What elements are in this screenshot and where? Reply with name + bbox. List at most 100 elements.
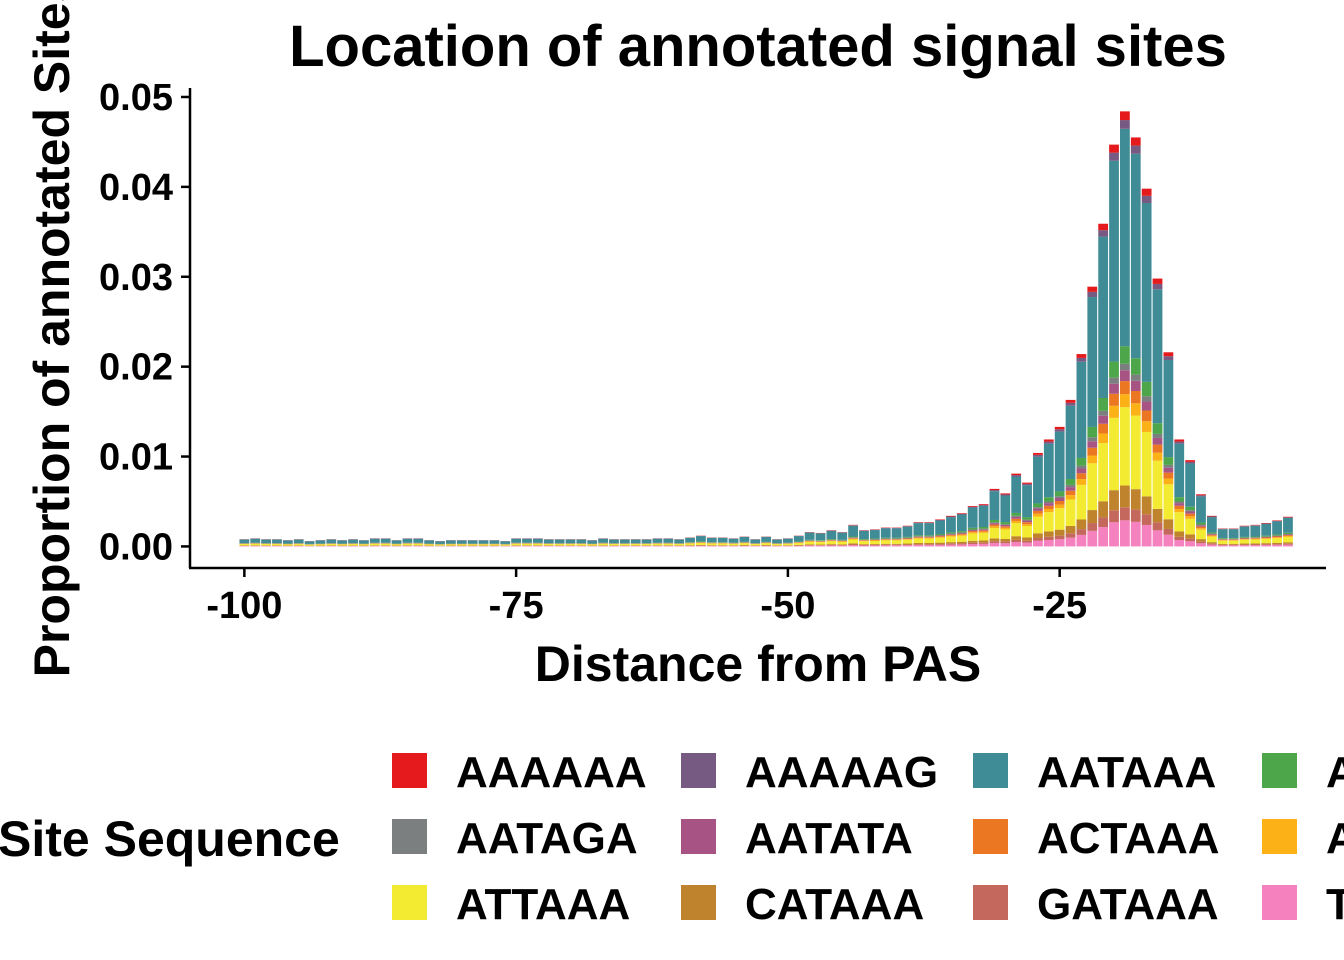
- bar-segment-aataaa: [913, 523, 924, 536]
- bar-segment-aagaaa: [1272, 537, 1282, 539]
- bar-segment-aatata: [989, 523, 1000, 525]
- legend-label-aagaaa: AAGAAA: [1326, 814, 1344, 863]
- bar-segment-cataaa: [902, 543, 913, 545]
- bar-segment-cataaa: [1261, 543, 1272, 545]
- bar-segment-agtaaa: [1228, 538, 1239, 539]
- bar-segment-aataaa: [1011, 476, 1022, 513]
- bar-segment-aaaaag: [978, 505, 989, 506]
- bar-segment-aatata: [1033, 508, 1043, 511]
- bar-segment-actaaa: [1054, 500, 1065, 505]
- bar-segment-aataaa: [696, 536, 706, 542]
- bar-segment-aataaa: [848, 525, 859, 537]
- bar-segment-attaaa: [1000, 529, 1011, 540]
- bar-segment-attaaa: [478, 544, 489, 546]
- bar-segment-aataaa: [250, 538, 261, 543]
- bar-segment-aaaaag: [1109, 152, 1119, 161]
- legend-swatch-aaaaaa: [392, 753, 427, 788]
- bar-segment-agtaaa: [804, 539, 815, 541]
- bar-segment-aataaa: [282, 540, 293, 544]
- bar-segment-actaaa: [1109, 393, 1119, 406]
- bar-segment-gataaa: [1185, 538, 1196, 542]
- bar-segment-attaaa: [869, 540, 880, 545]
- bar-segment-cataaa: [793, 544, 804, 546]
- bar-segment-tataaa: [685, 545, 695, 547]
- bar-segment-aataaa: [456, 540, 467, 544]
- bar-segment-actaaa: [1272, 536, 1282, 538]
- bar-segment-attaaa: [1261, 538, 1272, 544]
- bar-segment-cataaa: [1022, 537, 1032, 541]
- bar-segment-aaaaag: [956, 513, 967, 515]
- bar-segment-cataaa: [815, 544, 826, 546]
- bar-segment-gataaa: [1022, 540, 1032, 543]
- bar-segment-aataaa: [391, 540, 402, 544]
- bar-segment-attaaa: [1283, 536, 1293, 543]
- bar-segment-gataaa: [1239, 544, 1250, 546]
- bar-segment-cataaa: [826, 544, 837, 545]
- bar-segment-cataaa: [869, 544, 880, 545]
- bar-segment-gataaa: [1109, 510, 1119, 523]
- bar-segment-agtaaa: [1098, 397, 1109, 411]
- bar-segment-cataaa: [956, 541, 967, 544]
- bar-segment-agtaaa: [902, 536, 913, 538]
- bar-segment-aaaaaa: [1076, 354, 1087, 358]
- bar-segment-tataaa: [837, 545, 848, 547]
- bar-segment-aaaaag: [1174, 441, 1185, 444]
- bar-segment-aataaa: [739, 536, 750, 542]
- bar-segment-aagaaa: [1141, 421, 1152, 432]
- bar-segment-aaaaaa: [989, 488, 1000, 491]
- bar-segment-cataaa: [1185, 534, 1196, 539]
- bar-segment-attaaa: [793, 542, 804, 545]
- bar-segment-aataaa: [793, 536, 804, 542]
- bar-segment-cataaa: [1098, 501, 1109, 518]
- bar-segment-actaaa: [946, 534, 956, 536]
- bar-segment-actaaa: [1239, 538, 1250, 540]
- bar-segment-agtaaa: [1109, 361, 1119, 378]
- bar-segment-agtaaa: [1000, 522, 1011, 525]
- bar-segment-actaaa: [978, 530, 989, 532]
- bar-segment-agtaaa: [869, 538, 880, 540]
- bar-segment-gataaa: [1283, 543, 1293, 545]
- bar-segment-attaaa: [565, 544, 576, 546]
- bar-segment-actaaa: [1011, 518, 1022, 521]
- legend-label-aaaaag: AAAAAG: [745, 748, 938, 797]
- x-tick-label: -100: [206, 585, 282, 627]
- legend-label-tataaa: TATAAA: [1326, 880, 1344, 929]
- bar-segment-aataaa: [880, 528, 891, 538]
- bar-segment-aataaa: [337, 540, 348, 544]
- bar-segment-tataaa: [1000, 543, 1011, 547]
- bar-segment-cataaa: [935, 542, 945, 544]
- bar-segment-aataaa: [1141, 202, 1152, 382]
- bar-segment-attaaa: [413, 543, 424, 546]
- bar-segment-cataaa: [924, 543, 935, 545]
- bar-segment-aataaa: [543, 539, 554, 544]
- bar-segment-aagaaa: [869, 540, 880, 541]
- bar-segment-aaaaag: [1033, 454, 1043, 457]
- y-tick-label: 0.05: [99, 77, 173, 119]
- bar-segment-aataga: [1000, 524, 1011, 525]
- bar-segment-attaaa: [380, 543, 391, 546]
- bar-segment-aatata: [1098, 415, 1109, 424]
- bar-segment-aaaaaa: [1033, 452, 1043, 455]
- bar-segment-cataaa: [1130, 489, 1141, 510]
- bar-segment-attaaa: [467, 544, 478, 546]
- bar-segment-tataaa: [935, 544, 945, 547]
- bar-segment-agtaaa: [1163, 457, 1174, 465]
- bar-segment-tataaa: [1185, 541, 1196, 547]
- bar-segment-agtaaa: [978, 526, 989, 529]
- bar-segment-aatata: [946, 534, 956, 535]
- bar-segment-aatata: [1109, 383, 1119, 394]
- bar-segment-aatata: [1043, 503, 1054, 506]
- bar-segment-tataaa: [1283, 544, 1293, 547]
- bar-segment-aataga: [989, 522, 1000, 524]
- bar-segment-aaaaag: [1119, 120, 1130, 129]
- bar-segment-cataaa: [1109, 490, 1119, 511]
- bar-segment-agtaaa: [1043, 497, 1054, 502]
- bar-segment-gataaa: [1076, 529, 1087, 535]
- bar-segment-aataaa: [565, 539, 576, 544]
- bar-segment-aataaa: [467, 540, 478, 544]
- bar-segment-attaaa: [619, 544, 630, 546]
- bar-segment-agtaaa: [1196, 522, 1206, 525]
- bar-segment-aataaa: [402, 538, 413, 543]
- bar-segment-aagaaa: [1185, 516, 1196, 519]
- bar-segment-gataaa: [1098, 517, 1109, 528]
